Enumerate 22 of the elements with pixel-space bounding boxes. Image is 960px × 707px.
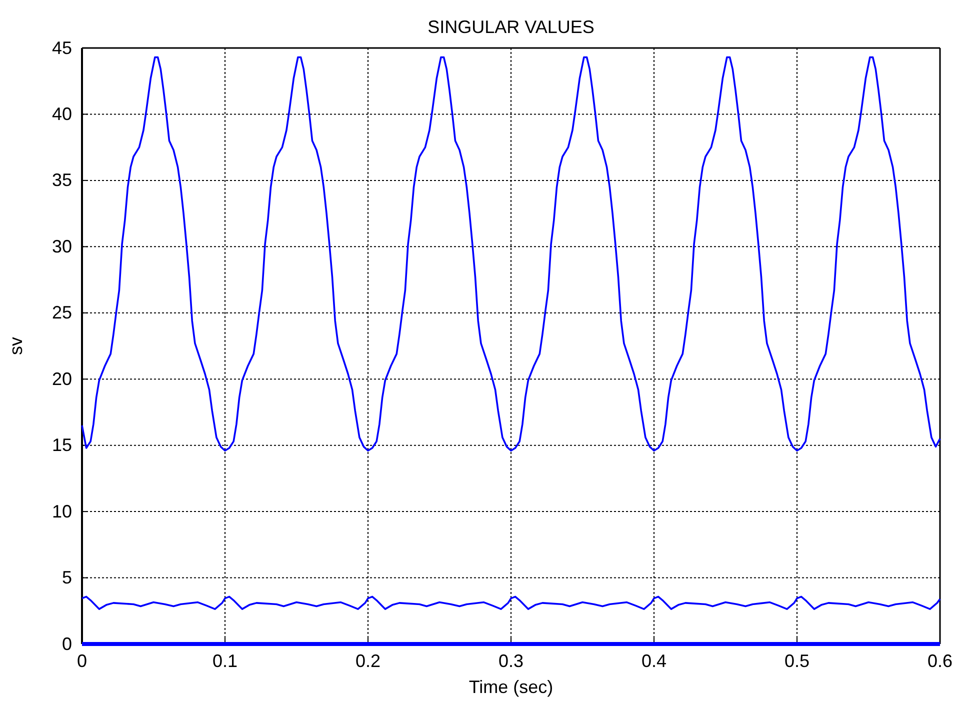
- x-axis-title: Time (sec): [468, 677, 554, 697]
- y-tick-label: 0: [62, 634, 72, 654]
- y-tick-label: 30: [52, 236, 72, 256]
- x-tick-label: 0.3: [498, 650, 524, 671]
- y-tick-label: 40: [52, 104, 72, 124]
- y-tick-label: 25: [52, 302, 72, 323]
- y-tick-label: 45: [52, 38, 72, 58]
- y-tick-label: 15: [52, 435, 72, 456]
- x-tick-label: 0.5: [784, 650, 810, 671]
- y-axis-title: sv: [6, 337, 26, 355]
- line-series: [81, 596, 941, 610]
- y-tick-label: 10: [52, 501, 72, 522]
- x-tick-label: 0.4: [641, 650, 667, 671]
- chart-title: SINGULAR VALUES: [428, 17, 594, 37]
- y-tick-label: 5: [62, 568, 72, 588]
- y-tick-label: 35: [52, 170, 72, 190]
- x-tick-label: 0.2: [355, 650, 381, 671]
- x-tick-label: 0.6: [927, 650, 953, 671]
- y-tick-label: 20: [52, 368, 72, 389]
- x-tick-label: 0: [76, 650, 88, 671]
- line-series: [81, 56, 941, 452]
- x-tick-label: 0.1: [212, 650, 238, 671]
